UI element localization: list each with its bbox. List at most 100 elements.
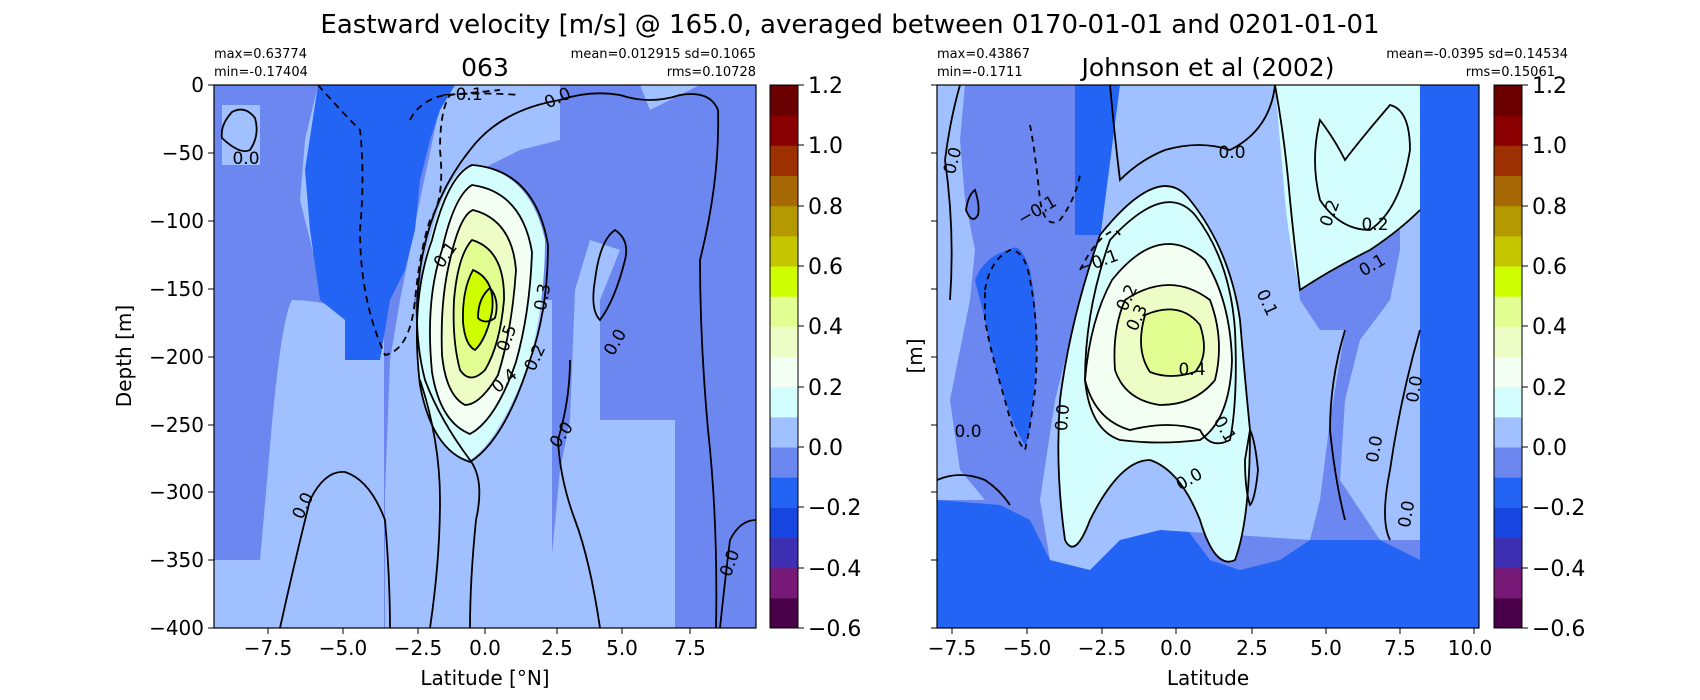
right-ne-positive [1275, 85, 1420, 290]
right-stat-mean-sd: mean=-0.0395 sd=0.14534 [1386, 47, 1568, 62]
colorbar-cell [770, 386, 798, 418]
right-x-tick-label: 2.5 [1236, 636, 1268, 660]
right-contour-0.3 [1113, 284, 1220, 406]
colorbar-cell [1494, 537, 1522, 569]
right-contour-0.0-se [1329, 329, 1346, 521]
left-stat-max: max=0.63774 [214, 47, 307, 62]
right-field-west-negative [975, 247, 1037, 445]
colorbar-cell [770, 175, 798, 207]
right-heatmap-field [937, 85, 1479, 628]
right-core-band-0.4 [1141, 309, 1204, 376]
right-x-tick-label: 10.0 [1448, 636, 1493, 660]
colorbar-cell [1494, 416, 1522, 448]
figure-suptitle: Eastward velocity [m/s] @ 165.0, average… [320, 10, 1379, 40]
right-contour-0.0-north [1109, 84, 1276, 182]
left-x-ticks: −7.5 −5.0 −2.5 0.0 2.5 5.0 7.5 [244, 628, 706, 660]
left-y-ticks: 0 −50 −100 −150 −200 −250 −300 −350 −400 [149, 73, 214, 640]
colorbar-tick-label: 0.6 [808, 255, 843, 280]
left-x-tick-label: 7.5 [674, 636, 706, 660]
colorbar-cell [770, 537, 798, 569]
left-contour-label: 0.0 [232, 149, 259, 169]
colorbar-cell [770, 145, 798, 176]
left-y-tick-label: −150 [149, 277, 204, 301]
left-y-tick-label: −300 [149, 480, 204, 504]
left-contour-0.2 [429, 184, 533, 435]
right-colorbar-cells [1494, 85, 1522, 629]
left-contour-0.0-sw [279, 471, 391, 629]
colorbar-cell [1494, 356, 1522, 388]
colorbar-cell [770, 326, 798, 357]
left-contour-label: 0.3 [531, 282, 555, 312]
left-y-tick-label: −200 [149, 345, 204, 369]
right-contour-0.2-ne [1314, 103, 1411, 231]
left-x-tick-label: 5.0 [606, 636, 638, 660]
right-stat-max: max=0.43867 [937, 47, 1030, 62]
colorbar-tick-label: 1.2 [808, 74, 843, 99]
right-contour-0.4 [1140, 308, 1205, 377]
colorbar-cell [1494, 266, 1522, 297]
colorbar-tick-label: 1.2 [1532, 74, 1567, 99]
colorbar-cell [1494, 477, 1522, 508]
left-contours [220, 84, 757, 629]
left-y-tick-label: −350 [149, 548, 204, 572]
colorbar-tick-label: 0.8 [808, 195, 843, 220]
left-field-negative-tongue [305, 85, 455, 360]
left-y-tick-label: −50 [162, 141, 204, 165]
left-x-tick-label: −5.0 [319, 636, 368, 660]
right-x-tick-label: 7.5 [1384, 636, 1416, 660]
colorbar-cell [1494, 175, 1522, 207]
right-panel: 0.0 −0.1 −0.1 0.0 0.2 0.2 0.1 0.2 0.3 0.… [903, 47, 1568, 690]
colorbar-cell [770, 296, 798, 327]
colorbar-tick-label: 0.0 [808, 436, 843, 461]
right-field-bottom-negative [937, 500, 1479, 628]
right-contour-label: 0.0 [1395, 499, 1419, 529]
right-contours [936, 84, 1421, 563]
colorbar-tick-label: −0.2 [1532, 496, 1585, 521]
right-x-tick-label: −7.5 [928, 636, 977, 660]
colorbar-tick-label: 0.2 [808, 376, 843, 401]
colorbar-cell [770, 205, 798, 237]
colorbar-tick-label: 0.8 [1532, 195, 1567, 220]
left-colorbar-tick-labels: 1.2 1.0 0.8 0.6 0.4 0.2 0.0 −0.2 −0.4 −0… [798, 74, 861, 642]
colorbar-cell [770, 477, 798, 508]
colorbar-cell [770, 85, 798, 116]
right-contour-0.0-west [944, 84, 961, 301]
left-contour-0.0-east [559, 92, 720, 629]
colorbar-tick-label: −0.2 [808, 496, 861, 521]
left-colorbar: 1.2 1.0 0.8 0.6 0.4 0.2 0.0 −0.2 −0.4 −0… [769, 74, 861, 642]
colorbar-cell [770, 266, 798, 297]
colorbar-cell [1494, 447, 1522, 478]
left-stat-rms: rms=0.10728 [667, 65, 756, 80]
colorbar-tick-label: −0.6 [808, 617, 861, 642]
colorbar-cell [1494, 386, 1522, 418]
left-colorbar-cells [770, 85, 798, 629]
right-contour-label: 0.0 [1052, 403, 1074, 432]
right-x-tick-label: 0.0 [1160, 636, 1192, 660]
left-x-tick-label: 2.5 [541, 636, 573, 660]
right-x-ticks: −7.5 −5.0 −2.5 0.0 2.5 5.0 7.5 10.0 [928, 628, 1493, 660]
colorbar-cell [1494, 235, 1522, 267]
right-x-tick-label: −2.5 [1078, 636, 1127, 660]
colorbar-cell [1494, 115, 1522, 146]
colorbar-cell [1494, 326, 1522, 357]
right-y-ticks [931, 84, 937, 629]
colorbar-tick-label: −0.6 [1532, 617, 1585, 642]
right-contour-label: 0.0 [1363, 434, 1387, 464]
left-contour-0.1 [415, 164, 549, 463]
left-y-axis-label: Depth [m] [112, 305, 136, 407]
right-colorbar: 1.2 1.0 0.8 0.6 0.4 0.2 0.0 −0.2 −0.4 −0… [1493, 74, 1585, 642]
right-y-axis-label: [m] [903, 338, 927, 373]
left-contour-negative-0.1 [317, 84, 501, 357]
left-heatmap-field [214, 85, 756, 628]
left-panel-title: 063 [461, 53, 509, 82]
right-x-axis-label: Latitude [1167, 666, 1249, 690]
right-colorbar-tick-labels: 1.2 1.0 0.8 0.6 0.4 0.2 0.0 −0.2 −0.4 −0… [1522, 74, 1585, 642]
left-y-tick-label: −250 [149, 413, 204, 437]
colorbar-tick-label: 0.2 [1532, 376, 1567, 401]
colorbar-cell [1494, 85, 1522, 116]
left-contour-0.0-core [416, 99, 561, 629]
right-contour-label: 0.0 [1403, 374, 1427, 404]
colorbar-cell [1494, 205, 1522, 237]
left-contour-0.6 [477, 286, 498, 323]
